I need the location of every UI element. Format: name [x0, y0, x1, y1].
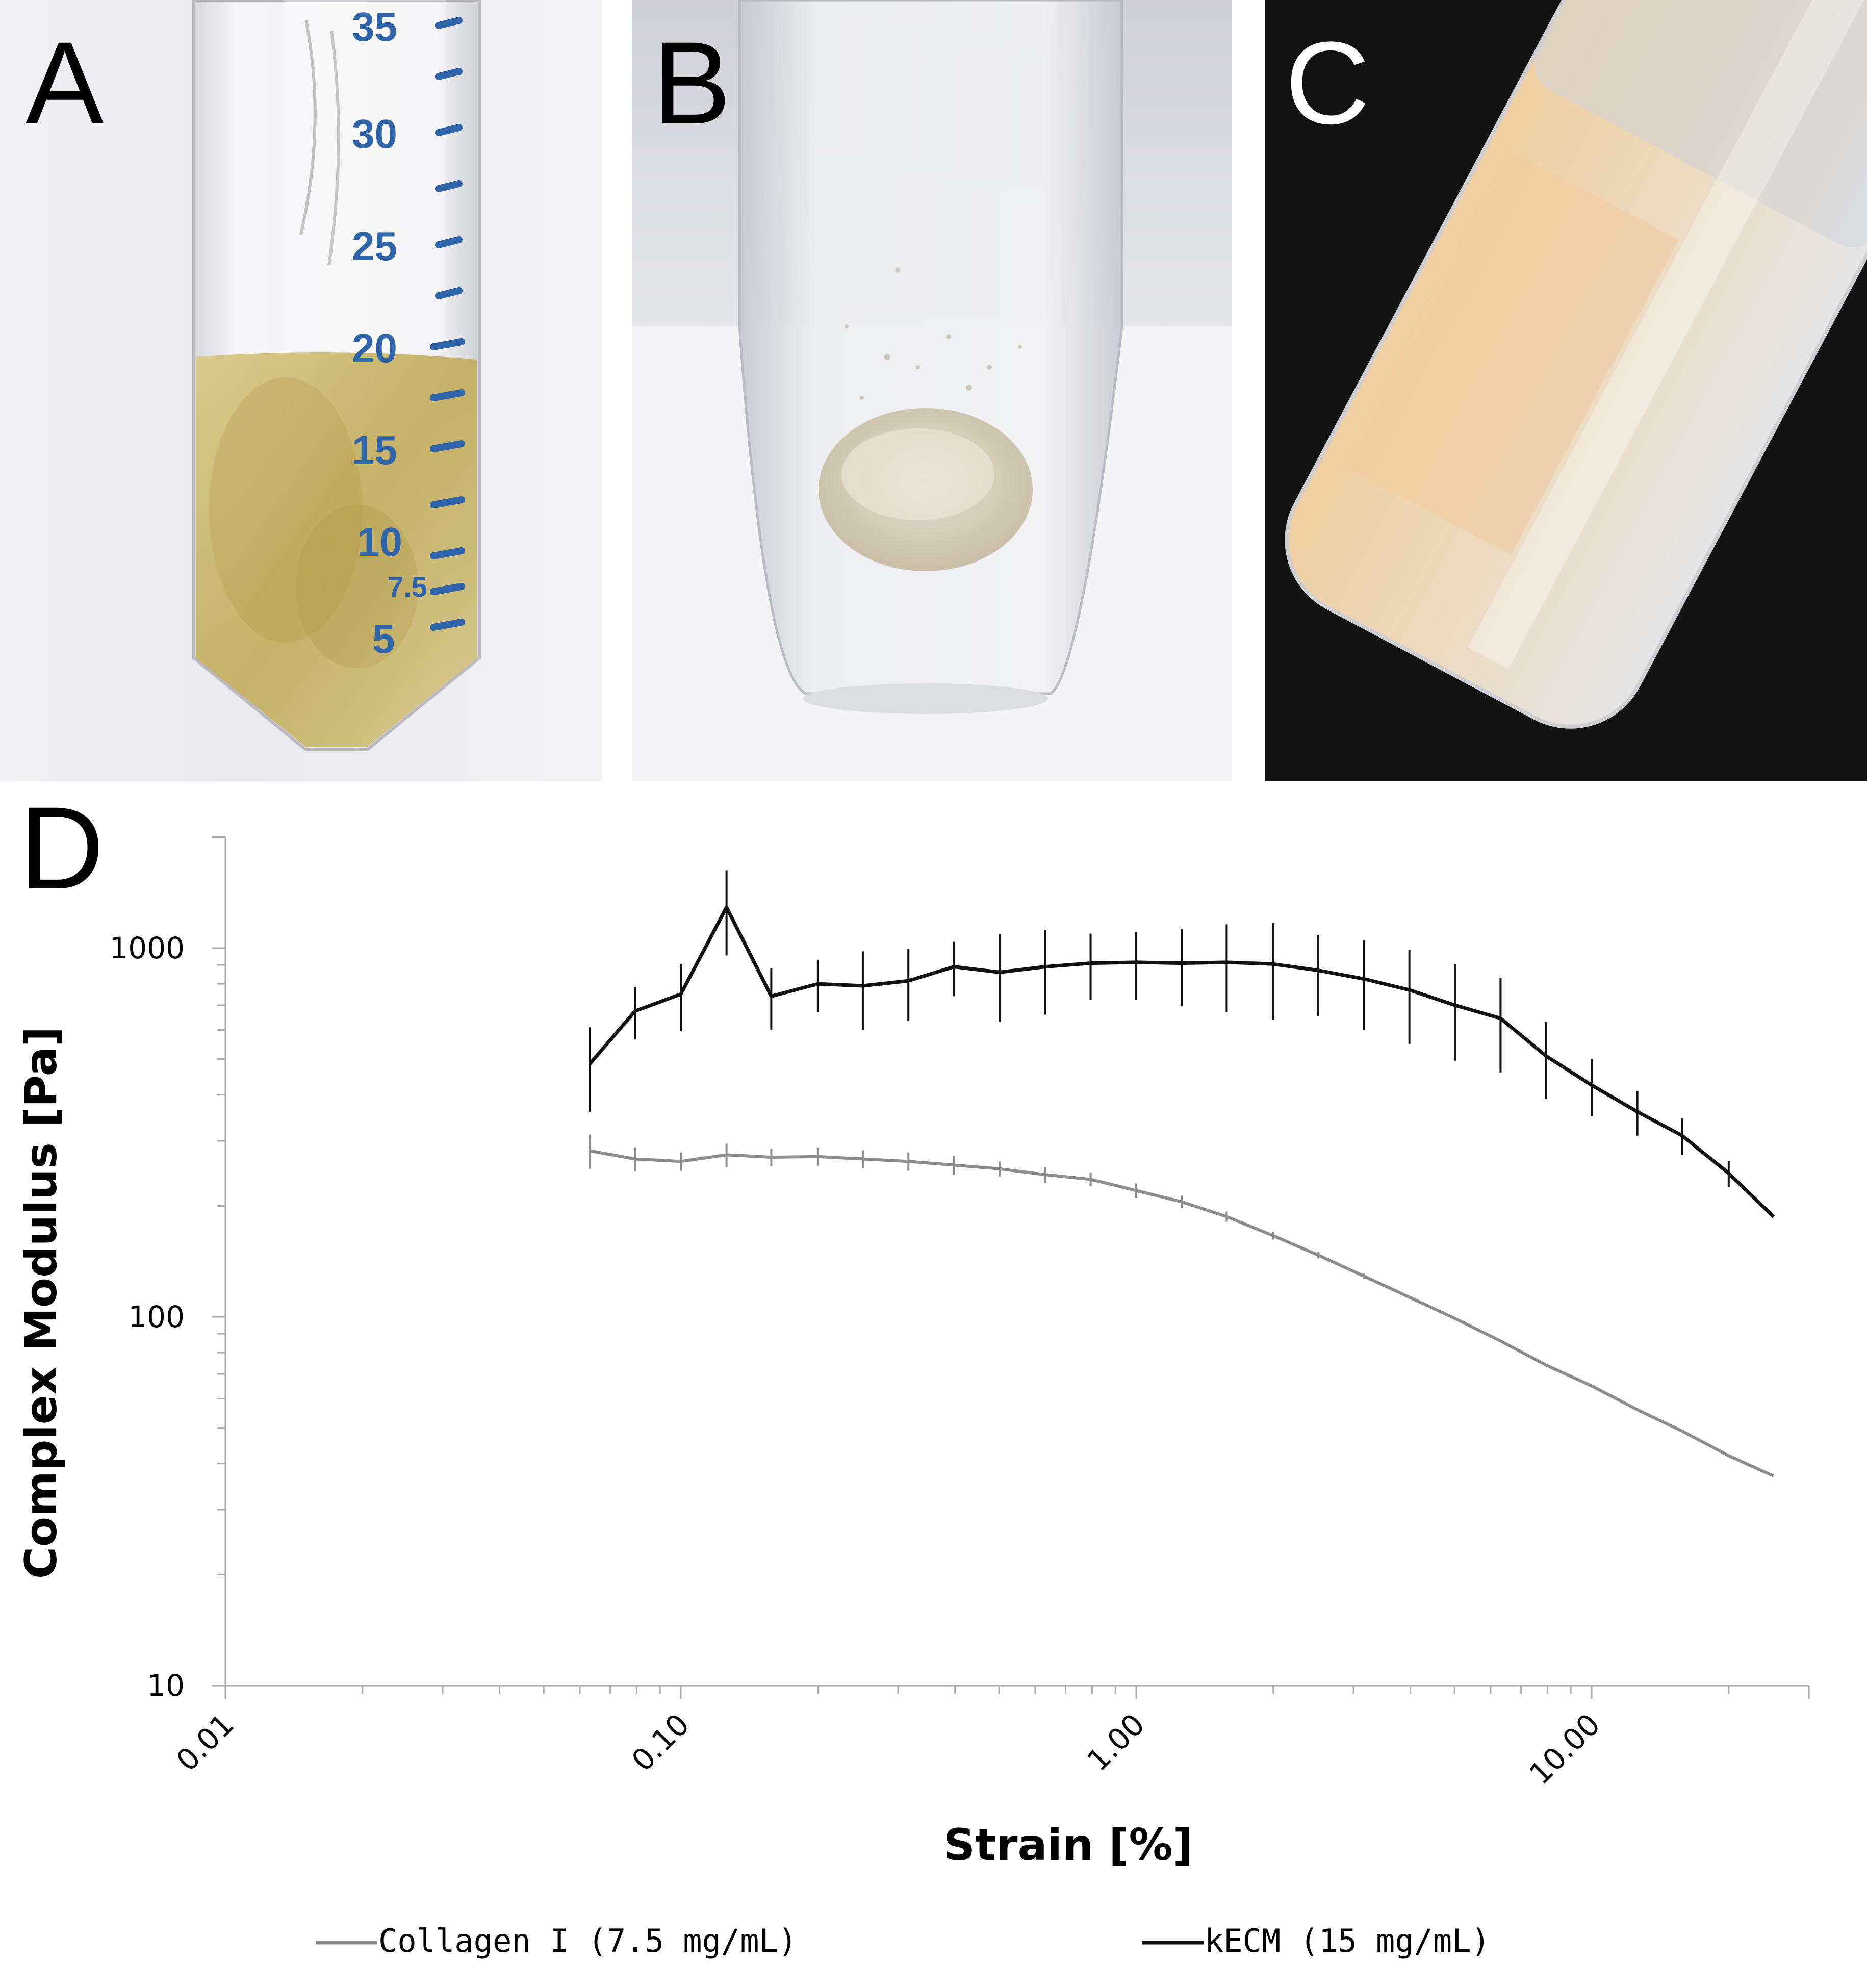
lyophilized-powder-photo [632, 0, 1232, 781]
centrifuge-tube-photo: 35 30 25 20 15 10 7.5 5 [192, 0, 481, 751]
panel-letter-b: B [653, 17, 731, 148]
tube-liquid [196, 352, 477, 747]
tube-wall [738, 0, 1123, 695]
tube-scale-labels: 35 30 25 20 15 10 7.5 5 [352, 4, 427, 661]
hydrogel-vial-photo [1285, 0, 1867, 729]
scale-label: 30 [352, 111, 397, 157]
scale-label: 5 [372, 616, 395, 661]
x-axis-title: Strain [%] [943, 1820, 1193, 1871]
panel-letter-c: C [1285, 17, 1370, 148]
chart-series [588, 870, 1775, 1477]
chart-legend: Collagen I (7.5 mg/mL) kECM (15 mg/mL) [316, 1922, 1490, 1959]
x-tick-label: 1.00 [1081, 1707, 1152, 1778]
scale-label: 25 [352, 223, 397, 269]
scale-label: 20 [352, 325, 397, 371]
photo-panel-a: 35 30 25 20 15 10 7.5 5 A [0, 0, 602, 781]
series-kecm [588, 870, 1775, 1218]
panel-letter-a: A [25, 17, 104, 148]
legend-label: Collagen I (7.5 mg/mL) [378, 1922, 797, 1959]
scale-label: 7.5 [388, 571, 427, 603]
y-axis-title: Complex Modulus [Pa] [16, 1027, 67, 1579]
legend-label: kECM (15 mg/mL) [1205, 1922, 1490, 1959]
y-tick-label: 1000 [109, 931, 185, 965]
x-tick-label: 0.10 [625, 1707, 696, 1778]
y-tick-label: 10 [147, 1668, 185, 1703]
panel-letter-d: D [19, 782, 104, 913]
x-tick-label: 10.00 [1522, 1707, 1606, 1791]
photo-panel-c: C [1265, 0, 1867, 781]
scale-label: 15 [352, 427, 397, 473]
chart-axes: 10 100 1000 0.01 0.10 1.00 10.00 [109, 836, 1810, 1791]
y-tick-label: 100 [128, 1299, 185, 1334]
series-collagen [589, 1134, 1775, 1477]
scale-label: 35 [352, 4, 397, 49]
photo-panel-b: B [632, 0, 1232, 781]
scale-label: 10 [357, 519, 402, 565]
tube-scale-ticks [430, 17, 465, 631]
x-tick-label: 0.01 [170, 1707, 241, 1778]
